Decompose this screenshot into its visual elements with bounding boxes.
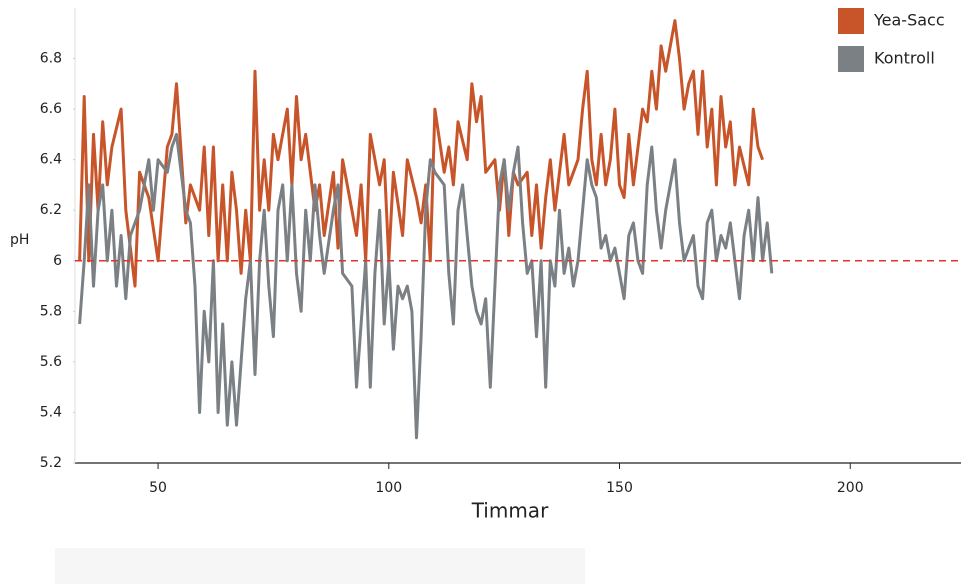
y-tick-label: 6.8: [40, 51, 62, 67]
legend-label: Yea-Sacc: [873, 11, 945, 30]
y-tick-label: 5.2: [40, 455, 62, 471]
y-tick-label: 5.6: [40, 354, 62, 370]
y-tick-label: 6.4: [40, 152, 62, 168]
x-axis-label: Timmar: [471, 499, 549, 523]
legend-swatch: [838, 46, 864, 72]
y-tick-label: 6: [53, 253, 62, 269]
x-tick-label: 100: [375, 480, 402, 496]
data-line: [78, 19, 765, 288]
legend-swatch: [838, 8, 864, 34]
x-tick-label: 150: [606, 480, 633, 496]
y-tick-label: 6.6: [40, 101, 62, 117]
data-line: [78, 132, 774, 440]
y-tick-label: 5.8: [40, 303, 62, 319]
y-tick-label: 5.4: [40, 404, 62, 420]
y-tick-label: 6.2: [40, 202, 62, 218]
legend-label: Kontroll: [874, 49, 935, 68]
x-tick-label: 50: [149, 480, 167, 496]
footer-panel: [55, 548, 585, 584]
x-tick-label: 200: [837, 480, 864, 496]
y-axis-label: pH: [10, 232, 29, 248]
